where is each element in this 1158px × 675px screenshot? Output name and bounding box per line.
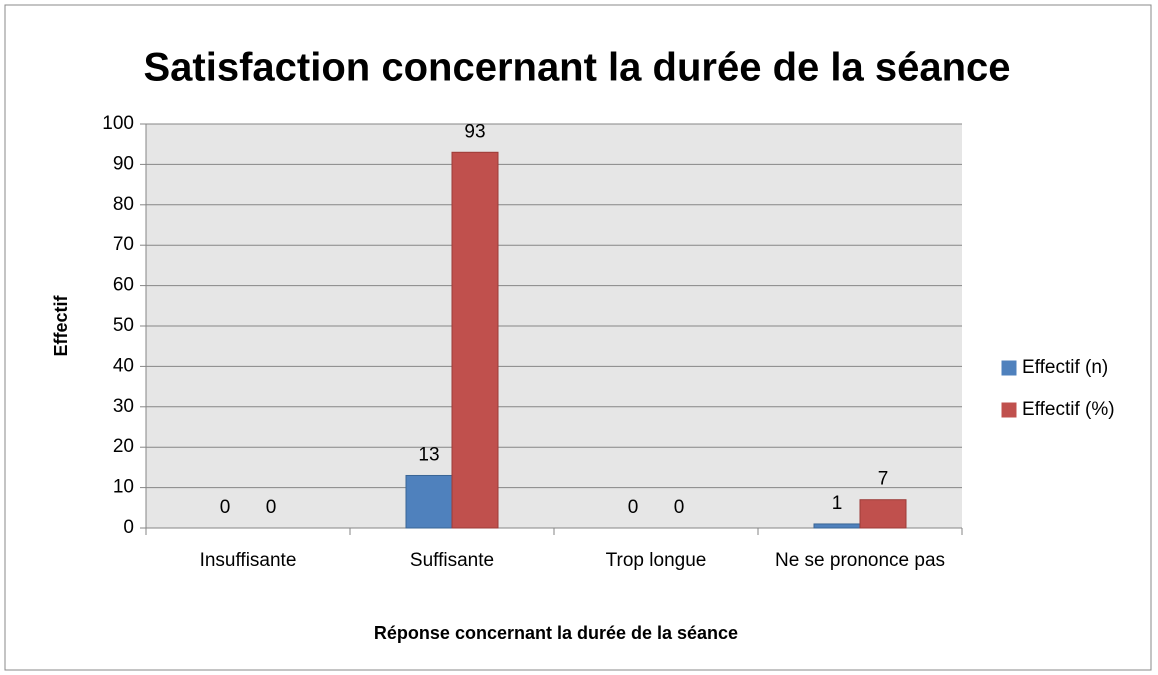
y-tick-label: 0	[123, 517, 134, 538]
y-tick-label: 20	[113, 436, 134, 457]
y-tick-label: 100	[102, 113, 134, 134]
y-tick-label: 70	[113, 234, 134, 255]
y-tick-label: 80	[113, 194, 134, 215]
y-tick-label: 30	[113, 396, 134, 417]
y-tick-label: 90	[113, 153, 134, 174]
x-tick-label: Trop longue	[605, 550, 707, 571]
data-label: 13	[418, 444, 439, 465]
y-tick-label: 60	[113, 275, 134, 296]
data-label: 0	[220, 497, 231, 518]
data-label: 0	[266, 497, 277, 518]
legend-swatch	[1001, 402, 1017, 418]
bar	[813, 523, 861, 529]
legend-swatch	[1001, 360, 1017, 376]
bar	[405, 474, 453, 529]
data-label: 0	[674, 497, 685, 518]
data-label: 7	[878, 469, 889, 490]
data-label: 1	[832, 493, 843, 514]
y-tick-label: 10	[113, 477, 134, 498]
x-tick-label: Suffisante	[409, 550, 495, 571]
y-tick-label: 50	[113, 315, 134, 336]
y-tick-label: 40	[113, 355, 134, 376]
y-axis-title: Effectif	[51, 294, 71, 356]
bar	[859, 499, 907, 529]
legend-label: Effectif (n)	[1022, 357, 1108, 378]
x-tick-label: Insuffisante	[199, 550, 297, 571]
legend-label: Effectif (%)	[1022, 399, 1115, 420]
x-axis-title: Réponse concernant la durée de la séance	[374, 623, 738, 643]
x-tick-label: Ne se prononce pas	[774, 550, 946, 571]
data-label: 0	[628, 497, 639, 518]
chart-title: Satisfaction concernant la durée de la s…	[144, 46, 1011, 90]
bar	[451, 151, 499, 529]
data-label: 93	[464, 121, 485, 142]
